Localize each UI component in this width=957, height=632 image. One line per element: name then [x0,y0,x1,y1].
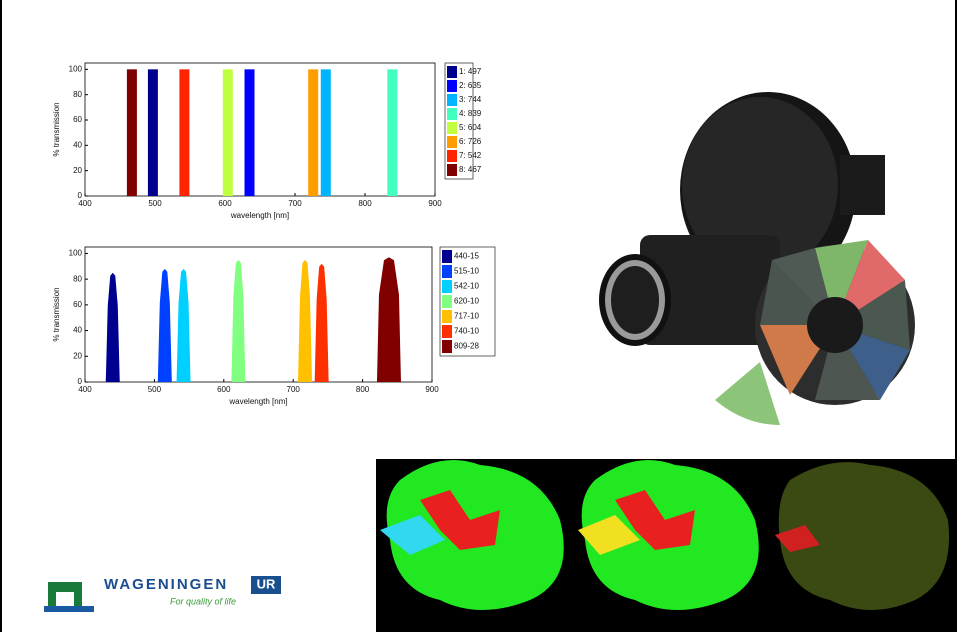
legend-label: 809-28 [454,342,479,351]
x-tick-label: 400 [78,199,92,208]
x-tick-label: 700 [288,199,302,208]
band-bar [245,69,255,196]
legend-label: 5: 604 [459,123,482,132]
legend-swatch [447,108,457,120]
y-tick-label: 40 [73,140,82,149]
legend-label: 1: 497 [459,67,482,76]
plot-area [85,63,435,196]
x-axis-label: wavelength [nm] [228,397,287,406]
legend-swatch [442,325,452,338]
band-bar [321,69,331,196]
legend-swatch [442,340,452,353]
legend-label: 515-10 [454,267,479,276]
legend-swatch [447,150,457,162]
x-tick-label: 900 [428,199,442,208]
legend-label: 620-10 [454,297,479,306]
legend-swatch [447,136,457,148]
legend-swatch [442,280,452,293]
legend-label: 4: 839 [459,109,482,118]
x-tick-label: 800 [358,199,372,208]
band-bar [148,69,158,196]
legend-swatch [442,295,452,308]
segmentation-images [376,459,957,632]
logo: WAGENINGEN UR For quality of life [44,576,281,612]
y-axis-label: % transmission [52,102,61,156]
y-tick-label: 80 [73,90,82,99]
legend-label: 440-15 [454,252,479,261]
x-tick-label: 800 [356,385,370,394]
legend-swatch [447,164,457,176]
legend-swatch [442,265,452,278]
legend-label: 542-10 [454,282,479,291]
y-tick-label: 100 [69,249,83,258]
y-tick-label: 80 [73,274,82,283]
logo-name: WAGENINGEN [104,576,228,593]
y-tick-label: 20 [73,166,82,175]
legend-swatch [442,310,452,323]
x-tick-label: 600 [218,199,232,208]
legend-swatch [447,80,457,92]
band-bar [179,69,189,196]
x-tick-label: 400 [78,385,92,394]
legend-swatch [447,66,457,78]
band-bar [308,69,318,196]
legend-label: 7: 542 [459,151,482,160]
y-tick-label: 20 [73,351,82,360]
y-tick-label: 60 [73,115,82,124]
slide-canvas: WAGENINGEN UR For quality of life 020406… [0,0,957,632]
band-bar [387,69,397,196]
legend-swatch [442,250,452,263]
logo-mark: UR [257,576,276,591]
legend-swatch [447,122,457,134]
camera-photo [599,92,915,425]
legend-label: 6: 726 [459,137,482,146]
x-axis-label: wavelength [nm] [230,211,289,220]
band-bar [127,69,137,196]
x-tick-label: 900 [425,385,439,394]
legend-label: 740-10 [454,327,479,336]
legend-label: 8: 467 [459,165,482,174]
legend-label: 717-10 [454,312,479,321]
legend-swatch [447,94,457,106]
x-tick-label: 500 [148,385,162,394]
y-axis-label: % transmission [52,287,61,341]
y-tick-label: 40 [73,326,82,335]
band-bar [223,69,233,196]
x-tick-label: 500 [148,199,162,208]
y-tick-label: 60 [73,300,82,309]
slide: WAGENINGEN UR For quality of life 020406… [0,0,957,632]
legend-label: 2: 635 [459,81,482,90]
y-tick-label: 100 [69,64,83,73]
legend-label: 3: 744 [459,95,482,104]
logo-tagline: For quality of life [170,596,236,606]
x-tick-label: 700 [287,385,301,394]
x-tick-label: 600 [217,385,231,394]
